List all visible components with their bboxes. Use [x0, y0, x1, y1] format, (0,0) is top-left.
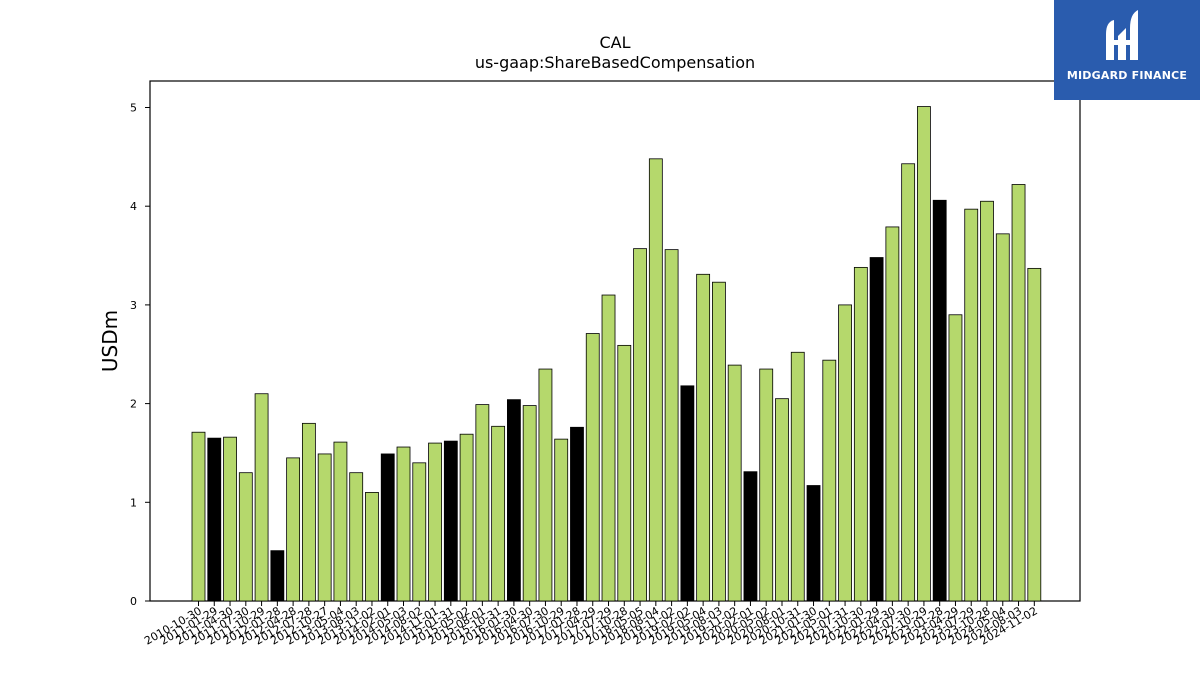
bar	[712, 281, 726, 602]
bar	[1027, 267, 1042, 602]
bar	[365, 492, 379, 602]
bar	[995, 233, 1010, 602]
bar	[380, 453, 395, 602]
logo-mark-icon	[1054, 0, 1200, 100]
y-tick-label: 1	[130, 496, 137, 509]
bar	[680, 385, 695, 602]
bar	[790, 351, 805, 602]
bar	[601, 294, 616, 602]
bar	[806, 485, 821, 602]
midgard-finance-logo: MIDGARD FINANCE	[1054, 0, 1200, 100]
y-axis-label: USDm	[98, 310, 122, 372]
bar	[506, 399, 521, 602]
bar	[286, 457, 301, 602]
bar	[901, 163, 916, 602]
bar	[1011, 184, 1026, 602]
bar	[349, 472, 364, 602]
bar	[964, 208, 979, 602]
bar	[585, 333, 600, 602]
bar	[759, 368, 774, 602]
bar	[570, 426, 584, 602]
bar	[838, 304, 852, 602]
y-tick-label: 0	[130, 595, 137, 608]
bar	[538, 368, 553, 602]
bar	[428, 442, 442, 602]
bar	[270, 550, 285, 602]
bars-group	[191, 106, 1042, 602]
bar	[869, 257, 884, 602]
bar	[743, 471, 758, 602]
bar	[475, 404, 490, 602]
bar	[317, 453, 332, 602]
bar	[191, 431, 206, 602]
bar	[238, 472, 253, 602]
bar	[885, 226, 900, 602]
y-axis: 0 1 2 3 4 5	[130, 102, 150, 608]
bar	[396, 446, 411, 602]
bar	[853, 266, 868, 602]
bar	[491, 425, 506, 602]
bar	[980, 200, 994, 602]
bar	[223, 436, 237, 602]
chart-title: CAL	[599, 33, 630, 52]
bar	[932, 199, 947, 602]
x-axis: 2010-10-302011-01-292011-04-302011-07-30…	[142, 601, 1040, 648]
chart-subtitle: us-gaap:ShareBasedCompensation	[475, 53, 755, 72]
bar	[948, 314, 963, 602]
bar	[443, 440, 458, 602]
bar	[696, 273, 711, 602]
y-tick-label: 5	[130, 102, 137, 115]
bar	[664, 249, 679, 602]
bar	[412, 462, 427, 602]
bar	[822, 359, 837, 602]
logo-text: MIDGARD FINANCE	[1066, 69, 1188, 82]
bar	[554, 438, 569, 602]
y-tick-label: 4	[130, 200, 137, 213]
bar	[254, 393, 269, 602]
bar	[727, 364, 742, 602]
bar	[633, 248, 647, 602]
bar	[301, 422, 316, 602]
bar	[207, 437, 222, 602]
y-tick-label: 2	[130, 398, 137, 411]
bar	[333, 441, 348, 602]
bar	[617, 344, 632, 602]
y-tick-label: 3	[130, 299, 137, 312]
bar	[917, 106, 931, 602]
bar	[522, 405, 537, 602]
bar	[775, 398, 789, 602]
bar	[459, 433, 474, 602]
bar	[648, 158, 663, 602]
